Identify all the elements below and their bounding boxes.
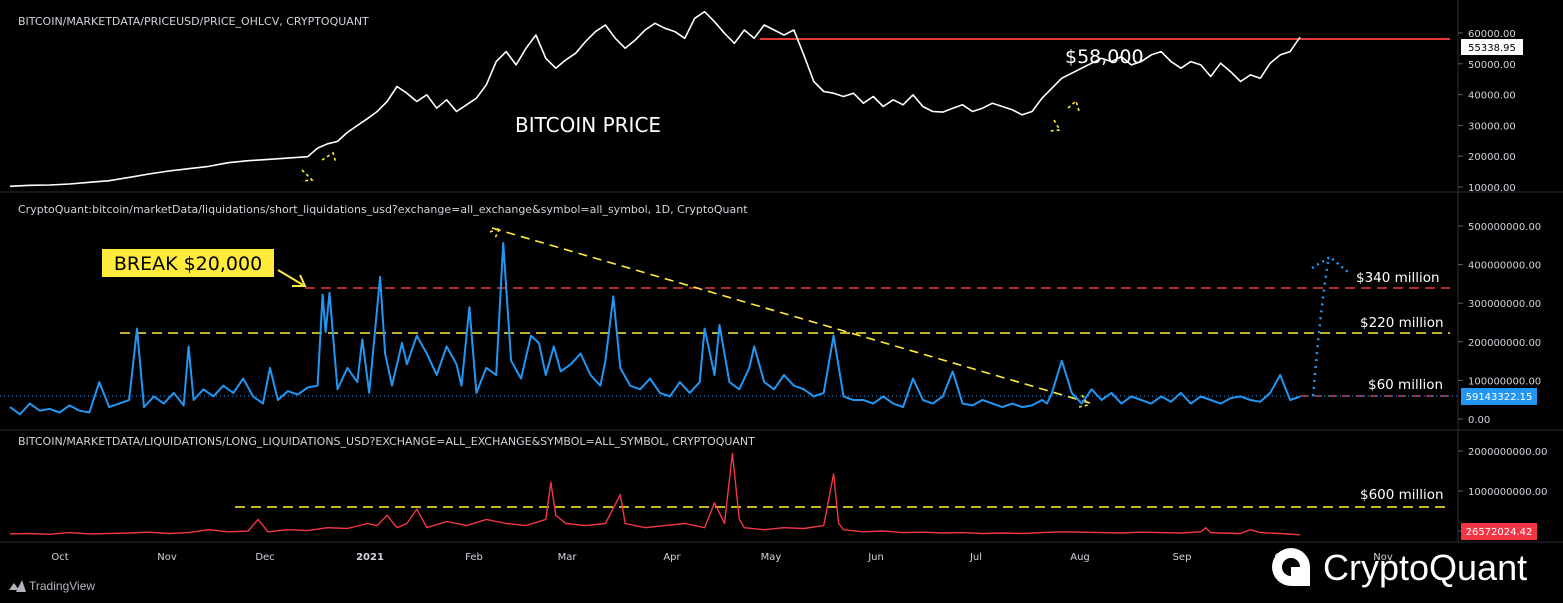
y-tick-label: 30000.00 xyxy=(1468,121,1516,132)
short-last-value-label: 59143322.15 xyxy=(1461,388,1537,405)
x-tick-label: Feb xyxy=(465,552,483,563)
label-340-million: $340 million xyxy=(1356,270,1440,286)
break-20000-label: BREAK $20,000 xyxy=(102,249,274,277)
long-liquidations-usd-line xyxy=(9,452,1301,536)
y-tick-label: 50000.00 xyxy=(1468,60,1516,71)
y-tick-label: 0.00 xyxy=(1468,415,1490,426)
price-breakout-markers xyxy=(301,99,1090,408)
cryptoquant-wordmark: CryptoQuant xyxy=(1323,547,1527,588)
long-panel-title: BITCOIN/MARKETDATA/LIQUIDATIONS/LONG_LIQ… xyxy=(18,435,755,448)
y-tick-label: 20000.00 xyxy=(1468,152,1516,163)
short-liquidations-series xyxy=(9,241,1301,416)
tradingview-logo: TradingView xyxy=(9,579,95,593)
x-tick-label: Jun xyxy=(867,552,884,563)
x-tick-label: May xyxy=(761,552,782,563)
y-tick-label: 2000000000.00 xyxy=(1468,447,1548,458)
break-arrow-head xyxy=(292,274,307,287)
y-tick-label: 100000000.00 xyxy=(1468,376,1541,387)
x-tick-label: Mar xyxy=(558,552,578,563)
price-last-value-label: 55338.95 xyxy=(1461,39,1523,55)
projected-breakout-arrow xyxy=(1311,255,1349,273)
short-panel-title: CryptoQuant:bitcoin/marketData/liquidati… xyxy=(18,203,748,216)
price-58000-label: $58,000 xyxy=(1065,46,1144,68)
label-600-million: $600 million xyxy=(1360,487,1444,503)
long-last-value-label: 26572024.42 xyxy=(1461,523,1537,540)
price-axes xyxy=(0,0,1563,543)
y-tick-label: 300000000.00 xyxy=(1468,299,1541,310)
bitcoin-price-label: BITCOIN PRICE xyxy=(515,113,661,137)
price-panel-title: BITCOIN/MARKETDATA/PRICEUSD/PRICE_OHLCV,… xyxy=(18,15,369,28)
y-axis-ticks: 60000.00 50000.00 40000.00 30000.00 20000.00… xyxy=(1458,29,1548,538)
y-tick-label: 1000000000.00 xyxy=(1468,487,1548,498)
x-tick-label: Aug xyxy=(1070,552,1090,563)
x-tick-label: Apr xyxy=(663,552,681,563)
x-tick-label: Oct xyxy=(51,552,68,563)
x-tick-label: Sep xyxy=(1173,552,1192,563)
price-line xyxy=(9,10,1301,188)
x-tick-label: Nov xyxy=(157,552,177,563)
y-tick-label: 500000000.00 xyxy=(1468,222,1541,233)
x-tick-label: Nov xyxy=(1373,552,1393,563)
price-last-value: 55338.95 xyxy=(1468,43,1516,54)
tradingview-text: TradingView xyxy=(29,579,95,593)
label-60-million: $60 million xyxy=(1368,377,1443,393)
cryptoquant-logo: CryptoQuant xyxy=(1272,547,1527,588)
y-tick-label: 10000.00 xyxy=(1468,183,1516,194)
break-20000-text: BREAK $20,000 xyxy=(114,253,262,275)
break-arrow xyxy=(277,269,304,286)
y-tick-label: 400000000.00 xyxy=(1468,261,1541,272)
price-series xyxy=(9,10,1301,188)
y-tick-label: 40000.00 xyxy=(1468,91,1516,102)
short-last-value: 59143322.15 xyxy=(1466,392,1533,403)
y-tick-label: 200000000.00 xyxy=(1468,338,1541,349)
label-220-million: $220 million xyxy=(1360,315,1444,331)
x-tick-label: Jul xyxy=(969,552,982,563)
long-liquidations-series xyxy=(9,452,1301,536)
y-tick-label: 60000.00 xyxy=(1468,29,1516,40)
x-tick-label: Dec xyxy=(255,552,274,563)
short-liquidations-usd-line xyxy=(9,241,1301,416)
long-last-value: 26572024.42 xyxy=(1466,527,1533,538)
x-tick-label: 2021 xyxy=(356,552,384,563)
